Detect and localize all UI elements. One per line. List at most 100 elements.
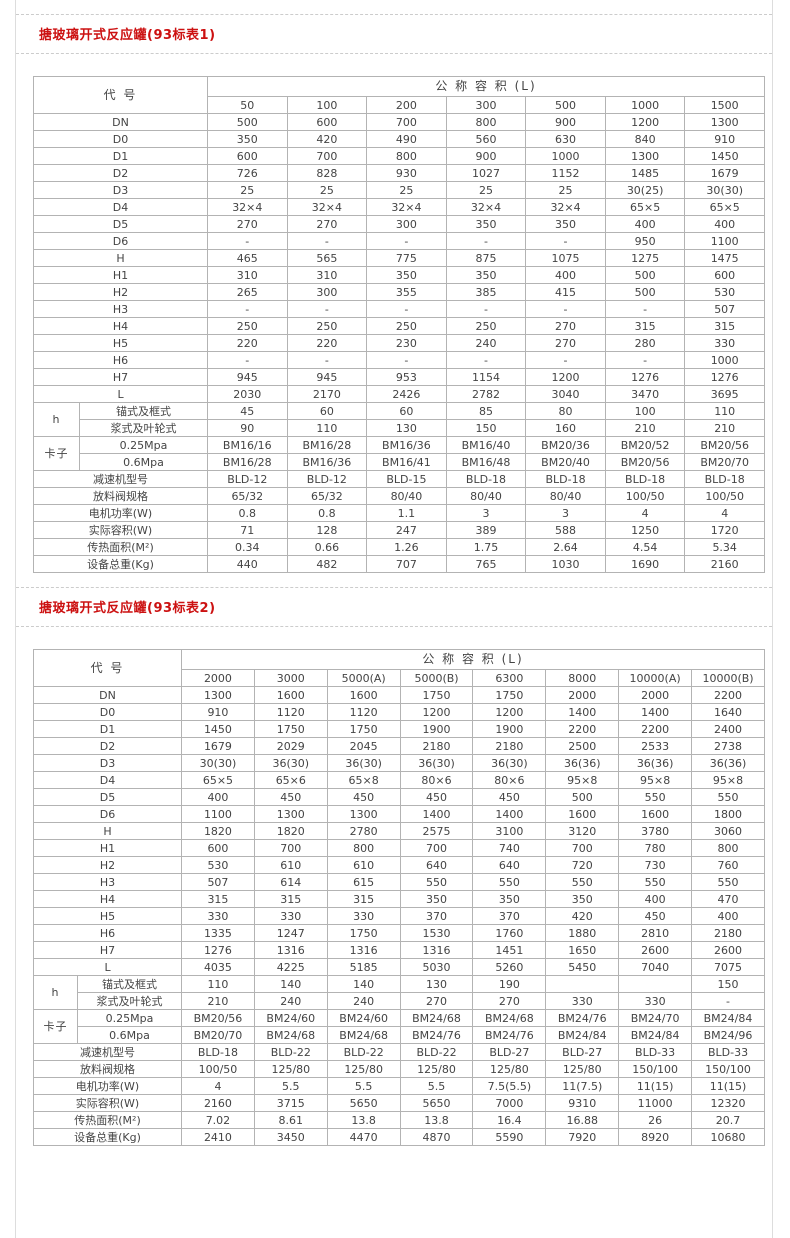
table-cell: 910	[684, 130, 765, 148]
table-row: L 4035 4225 5185 5030 5260 5450 7040 7075	[32, 958, 765, 976]
table-cell: BLD-33	[618, 1043, 693, 1061]
table-cell: 32×4	[366, 198, 447, 216]
table-cell: BM24/70	[618, 1009, 693, 1027]
table-cell: 1.1	[366, 504, 447, 522]
nominal-volume-header: 公 称 容 积 (L)	[207, 76, 765, 97]
table-cell: 210	[604, 419, 686, 437]
table-cell: 1300	[684, 113, 765, 131]
table-cell: 1720	[684, 521, 765, 539]
row-label: D0	[32, 130, 209, 148]
table-cell: 370	[472, 907, 547, 925]
table-cell: 1250	[604, 521, 686, 539]
table-cell: 2575	[399, 822, 474, 840]
table-cell: 3450	[253, 1128, 328, 1146]
row-label: 0.25Mpa	[78, 436, 209, 454]
table-cell: 1450	[684, 147, 765, 165]
column-header: 500	[525, 96, 606, 114]
table-cell	[618, 975, 693, 993]
table-cell: 550	[691, 873, 765, 891]
table-cell: -	[286, 232, 368, 250]
table-cell: 5.5	[253, 1077, 328, 1095]
table-cell: 95×8	[691, 771, 765, 789]
table-cell: BM16/41	[366, 453, 447, 471]
table-cell: 4.54	[604, 538, 686, 556]
table-cell: 500	[604, 283, 686, 301]
table-row: D0 910 1120 1120 1200 1200 1400 1400 1640	[32, 703, 765, 721]
table-row: 放料阀规格 65/32 65/32 80/40 80/40 80/40 100/50 100/…	[32, 487, 765, 505]
table-cell: -	[525, 232, 606, 250]
table-cell: 270	[286, 215, 368, 233]
table-cell: 240	[326, 992, 401, 1010]
table-cell: 30(30)	[684, 181, 765, 199]
table-cell: 4225	[253, 958, 328, 976]
table-cell: 80/40	[445, 487, 527, 505]
table-cell: 500	[604, 266, 686, 284]
row-label: 电机功率(W)	[32, 504, 209, 522]
table-cell: 65/32	[207, 487, 288, 505]
table-cell: 4	[684, 504, 765, 522]
table-cell: 20.7	[691, 1111, 765, 1129]
table-cell: 5.5	[399, 1077, 474, 1095]
table-cell: 11000	[618, 1094, 693, 1112]
table-cell: 36(36)	[545, 754, 620, 772]
table-cell: BM24/84	[545, 1026, 620, 1044]
section2-title: 搪玻璃开式反应罐(93标表2)	[16, 588, 772, 627]
table-cell: 482	[286, 555, 368, 573]
table-cell: 315	[181, 890, 255, 908]
table-cell: 470	[691, 890, 765, 908]
table-cell: -	[286, 300, 368, 318]
table-cell: 300	[366, 215, 447, 233]
table-cell: 3	[445, 504, 527, 522]
table-cell: 840	[604, 130, 686, 148]
table-cell: 7075	[691, 958, 765, 976]
table-cell: 80/40	[366, 487, 447, 505]
row-group-label: h	[33, 975, 78, 1010]
table-cell: 1600	[545, 805, 620, 823]
table-cell: 4470	[326, 1128, 401, 1146]
table-cell: 1316	[326, 941, 401, 959]
table-cell: 350	[207, 130, 288, 148]
table-cell: 7.02	[181, 1111, 255, 1129]
row-label: 设备总重(Kg)	[32, 1128, 183, 1146]
table-row: H 465 565 775 875 1075 1275 1475	[32, 249, 765, 267]
table-cell: 3780	[618, 822, 693, 840]
row-group-label: h	[33, 402, 80, 437]
table-cell: 140	[326, 975, 401, 993]
table-cell: 560	[445, 130, 527, 148]
row-label: H6	[32, 351, 209, 369]
table-cell: 8.61	[253, 1111, 328, 1129]
table-cell: 350	[545, 890, 620, 908]
table-cell: 800	[445, 113, 527, 131]
table-row: H5 330 330 330 370 370 420 450 400	[32, 907, 765, 925]
table-cell: 3100	[472, 822, 547, 840]
table-cell: BM20/56	[604, 453, 686, 471]
table-cell: 250	[207, 317, 288, 335]
table-cell: 210	[181, 992, 255, 1010]
table-cell: 615	[326, 873, 401, 891]
row-label: H4	[32, 317, 209, 335]
table-cell: 415	[525, 283, 606, 301]
table-cell: 614	[253, 873, 328, 891]
table-cell: 247	[366, 521, 447, 539]
table1-wrapper: 代 号公 称 容 积 (L) 50 100 200 300 500 1000 1500 DN 50…	[16, 54, 772, 587]
table-cell: 110	[181, 975, 255, 993]
table-cell: 160	[525, 419, 606, 437]
table-cell: BM20/70	[181, 1026, 255, 1044]
table-cell: 100	[604, 402, 686, 420]
table-cell: 953	[366, 368, 447, 386]
table-cell: 2200	[618, 720, 693, 738]
table-cell: 1640	[691, 703, 765, 721]
table-cell: 1900	[472, 720, 547, 738]
table-cell: 1154	[445, 368, 527, 386]
row-label: D3	[32, 754, 183, 772]
table-cell: 270	[399, 992, 474, 1010]
table-cell: 315	[604, 317, 686, 335]
table-cell: 16.4	[472, 1111, 547, 1129]
table-cell: 150/100	[691, 1060, 765, 1078]
table-cell: BM16/36	[286, 453, 368, 471]
row-label: H	[32, 822, 183, 840]
table-cell: 1200	[525, 368, 606, 386]
table-row: D3 30(30) 36(30) 36(30) 36(30) 36(30) 36(36) 36…	[32, 754, 765, 772]
table-cell: 13.8	[326, 1111, 401, 1129]
table-cell: 5185	[326, 958, 401, 976]
